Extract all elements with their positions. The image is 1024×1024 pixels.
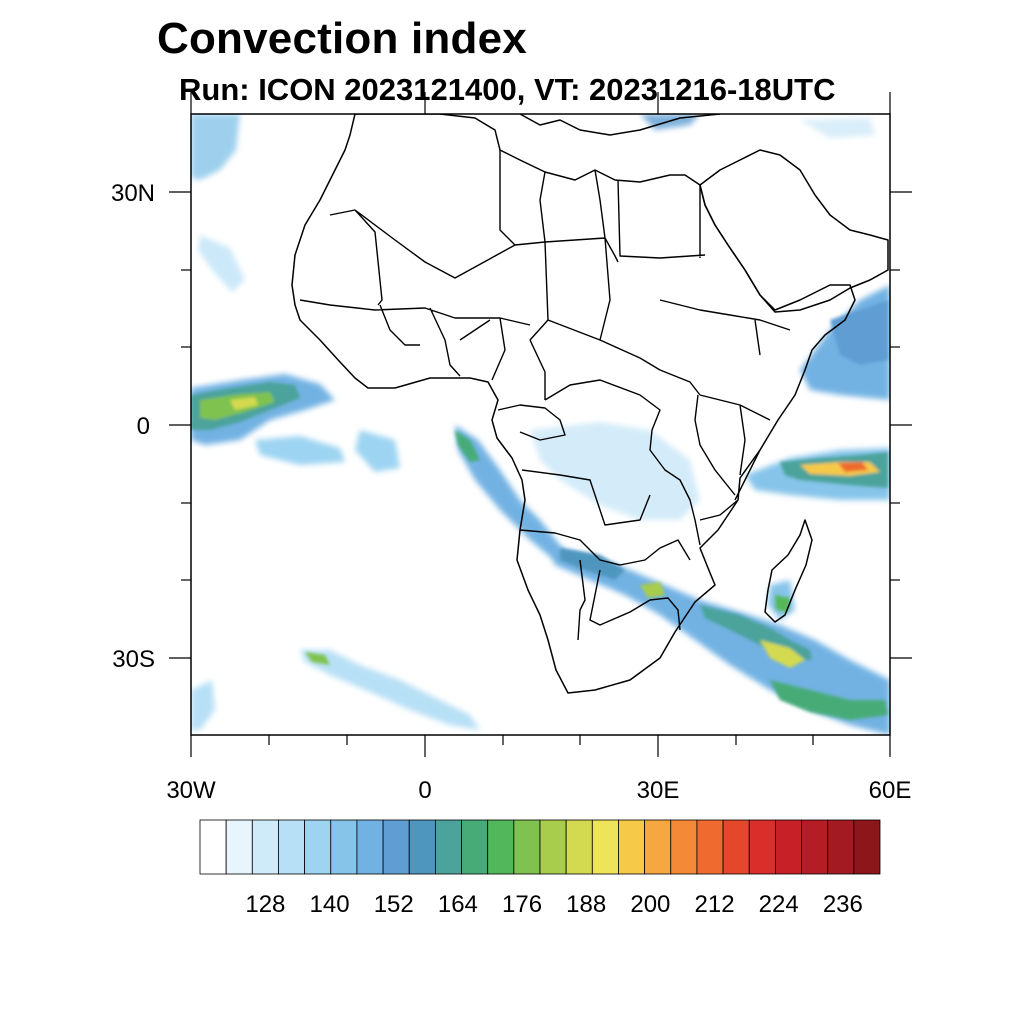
arabia-coastline <box>699 149 889 313</box>
colorbar-label: 236 <box>823 891 863 918</box>
x-tick-label-60e: 60E <box>869 777 912 804</box>
map-title: Convection index <box>157 14 527 63</box>
convection-green-layer <box>191 300 888 720</box>
axis-ticks <box>169 92 912 757</box>
colorbar <box>199 819 881 875</box>
colorbar-swatch <box>618 819 646 875</box>
colorbar-label: 152 <box>374 891 414 918</box>
colorbar-label: 188 <box>566 891 606 918</box>
madagascar-coastline <box>764 519 813 623</box>
colorbar-swatch <box>853 819 881 875</box>
colorbar-swatch <box>278 819 306 875</box>
colorbar-swatch <box>330 819 358 875</box>
x-tick-label-0: 0 <box>418 777 431 804</box>
colorbar-label: 128 <box>245 891 285 918</box>
colorbar-swatch <box>748 819 776 875</box>
colorbar-swatch <box>304 819 332 875</box>
colorbar-swatch <box>251 819 279 875</box>
colorbar-swatch <box>199 819 227 875</box>
country-borders <box>299 150 791 641</box>
colorbar-swatch <box>801 819 829 875</box>
colorbar-swatch <box>356 819 384 875</box>
colorbar-swatch <box>487 819 515 875</box>
colorbar-swatch <box>774 819 802 875</box>
colorbar-swatch <box>513 819 541 875</box>
colorbar-swatch <box>722 819 750 875</box>
colorbar-swatch <box>539 819 567 875</box>
colorbar-label: 164 <box>438 891 478 918</box>
colorbar-label: 224 <box>759 891 799 918</box>
y-tick-label-30n: 30N <box>111 180 155 207</box>
colorbar-label: 140 <box>310 891 350 918</box>
colorbar-label: 176 <box>502 891 542 918</box>
colorbar-swatch <box>225 819 253 875</box>
colorbar-swatch <box>461 819 489 875</box>
colorbar-swatch <box>565 819 593 875</box>
europe-coastline <box>519 114 721 136</box>
colorbar-label: 200 <box>630 891 670 918</box>
map-subtitle: Run: ICON 2023121400, VT: 20231216-18UTC <box>179 72 836 107</box>
colorbar-labels: 128 140 152 164 176 188 200 212 224 236 <box>245 891 863 918</box>
convection-shading <box>191 114 890 735</box>
y-tick-label-30s: 30S <box>112 646 155 673</box>
colorbar-swatch <box>434 819 462 875</box>
y-tick-label-0: 0 <box>137 413 150 440</box>
colorbar-swatch <box>382 819 410 875</box>
africa-outline <box>291 114 889 694</box>
x-tick-label-30w: 30W <box>166 777 216 804</box>
colorbar-swatch <box>408 819 436 875</box>
africa-coastline <box>291 114 856 694</box>
colorbar-swatch <box>670 819 698 875</box>
colorbar-swatch <box>696 819 724 875</box>
colorbar-swatch <box>591 819 619 875</box>
colorbar-swatch <box>827 819 855 875</box>
x-tick-label-30e: 30E <box>637 777 680 804</box>
colorbar-swatch <box>644 819 672 875</box>
colorbar-label: 212 <box>695 891 735 918</box>
